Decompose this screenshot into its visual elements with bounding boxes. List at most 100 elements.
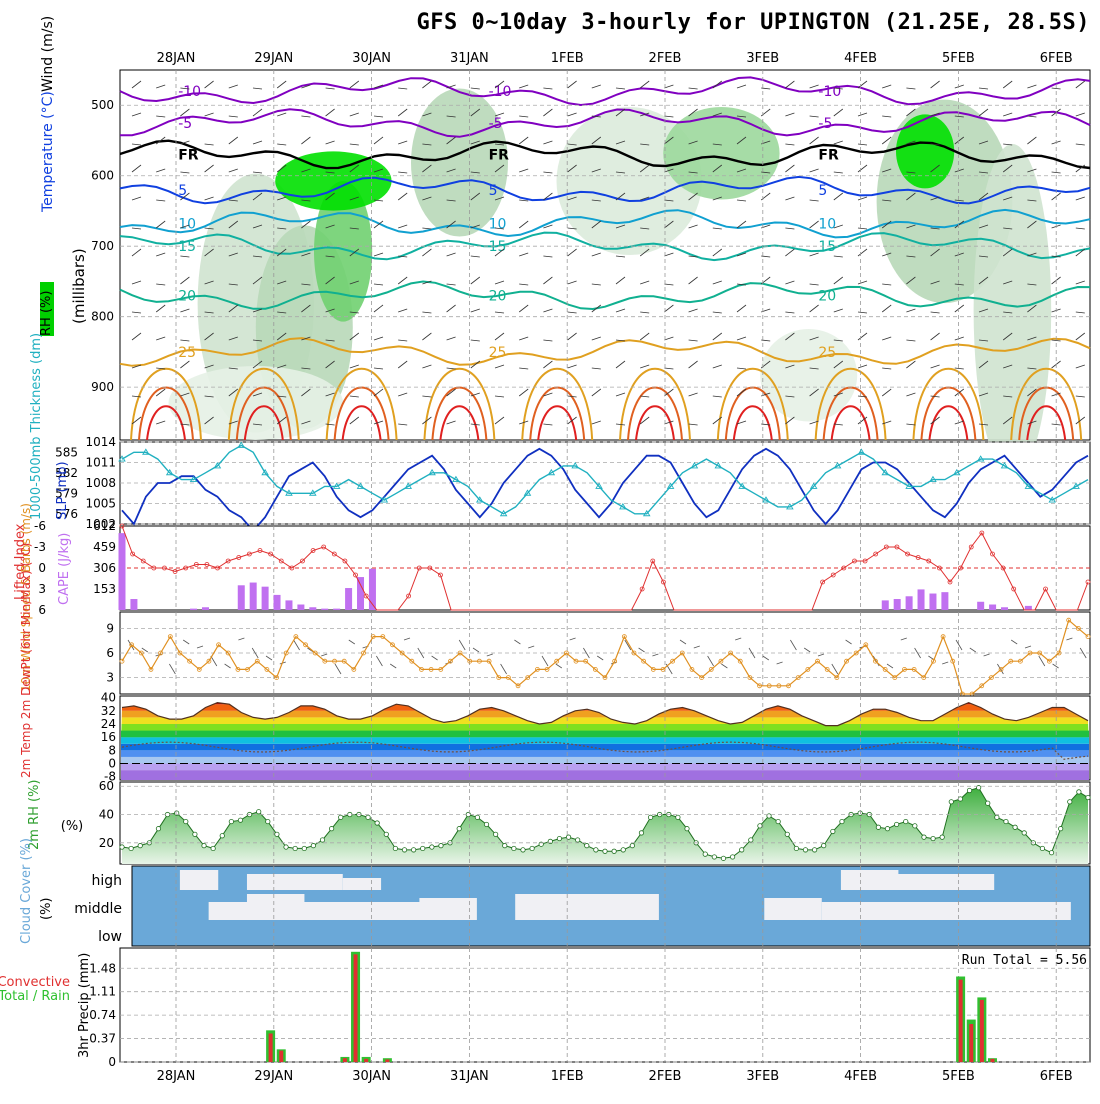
- rh-point: [1039, 845, 1046, 852]
- wind-barb: [978, 423, 989, 426]
- wind-barb: [470, 224, 480, 229]
- rh-point: [629, 843, 635, 849]
- isotherm-line: [1026, 405, 1067, 441]
- dewpoint-line: [121, 741, 1089, 760]
- rh-point: [1012, 824, 1018, 830]
- wind-barb: [1027, 84, 1037, 89]
- lifted-index-point: [852, 558, 857, 564]
- rh-point: [684, 826, 690, 832]
- rh-point: [438, 843, 444, 849]
- isotherm-line: [537, 405, 578, 441]
- wind-barb: [954, 115, 964, 118]
- wind-barb: [349, 227, 359, 230]
- wind-barb: [688, 255, 698, 258]
- lifted-index-point: [278, 558, 284, 564]
- wind-barb: [349, 80, 360, 89]
- wind-barb: [470, 308, 480, 313]
- wind-barb: [809, 220, 819, 229]
- percent-label: (%): [39, 898, 54, 921]
- wind-barb: [252, 171, 263, 174]
- wind-barb: [640, 395, 650, 398]
- isotherm-label: 5: [818, 183, 827, 199]
- wind-barb: [325, 308, 335, 313]
- wind-barb: [664, 115, 674, 118]
- thickness-point: [571, 462, 579, 469]
- tick-label: 3: [38, 582, 46, 596]
- lifted-index-point: [257, 548, 263, 553]
- rh-point: [283, 844, 289, 850]
- wind-barb: [543, 423, 553, 426]
- wind-barb: [809, 420, 819, 425]
- wind-barb: [470, 255, 480, 258]
- wind-barb: [712, 280, 722, 285]
- wind-barb: [518, 304, 529, 313]
- wind-barb: [417, 647, 425, 659]
- wind-barb: [930, 143, 940, 146]
- wind-barb: [446, 336, 456, 341]
- isotherm-label: FR: [489, 148, 510, 164]
- wind-barb: [252, 140, 263, 145]
- wind-barb: [664, 367, 674, 370]
- wind-barb: [664, 168, 674, 173]
- wind-barb: [224, 663, 231, 669]
- wind-barb: [373, 304, 384, 313]
- wind-barb: [543, 224, 553, 229]
- tick-label: 579: [55, 486, 78, 500]
- wind-barb: [803, 647, 811, 653]
- wind-barb: [639, 80, 650, 89]
- wind-barb: [325, 255, 335, 258]
- lifted-index-point: [363, 593, 369, 599]
- wind-barb: [809, 136, 819, 145]
- lifted-index-point: [321, 544, 327, 550]
- cloud-level-label: high: [91, 873, 122, 889]
- cloud-level-label: low: [98, 929, 122, 945]
- wind-barb: [712, 416, 723, 425]
- wind-barb: [639, 332, 650, 341]
- precip-legend-total: Total / Rain: [0, 989, 70, 1004]
- lifted-index-point: [204, 562, 210, 567]
- wind-barb: [833, 255, 843, 258]
- wind-barb: [446, 199, 456, 202]
- rh-point: [894, 821, 900, 828]
- wind-speed-point: [274, 675, 279, 680]
- temp2m-label: 2m Temp 2m DewPt (6hr Min/Max) (°C): [19, 543, 33, 778]
- wind-barb: [652, 653, 659, 657]
- date-label-top: 6FEB: [1040, 51, 1073, 66]
- wind-barb: [543, 308, 553, 313]
- wind-barb: [978, 224, 989, 229]
- wind-barb: [252, 392, 263, 397]
- rh-point: [228, 818, 234, 825]
- wind-speed-point: [737, 658, 743, 664]
- isotherm-label: FR: [178, 148, 199, 164]
- rh-point: [310, 843, 316, 849]
- wind-barb: [252, 192, 263, 201]
- wind-barb: [301, 304, 311, 313]
- wind-speed-point: [621, 634, 627, 639]
- wind-barb: [567, 311, 577, 314]
- lifted-index-point: [438, 572, 443, 578]
- thickness-point: [165, 468, 174, 476]
- thickness-point: [833, 462, 842, 469]
- lifted-index-point: [660, 579, 666, 585]
- wind-barb: [978, 308, 989, 313]
- tick-label: 1.48: [89, 961, 116, 975]
- isotherm-line: [119, 208, 1091, 239]
- lifted-index-point: [246, 551, 252, 557]
- wind-barb: [1038, 655, 1046, 667]
- date-label-bottom: 28JAN: [157, 1069, 196, 1084]
- wind-barb: [446, 283, 456, 286]
- rh-point: [647, 814, 654, 820]
- wind-barb: [277, 143, 287, 146]
- wind-barb: [857, 280, 868, 285]
- wind-barb: [591, 168, 601, 173]
- rh-fill-region: [663, 107, 780, 200]
- wind-barb: [735, 637, 742, 641]
- wind-barb: [349, 164, 360, 173]
- lifted-index-point: [130, 551, 136, 557]
- thickness-point: [499, 509, 508, 517]
- wind-barb: [373, 420, 384, 425]
- wind-barb: [712, 112, 722, 117]
- lifted-index-point: [427, 565, 433, 571]
- wind-barb: [398, 392, 408, 397]
- wind-barb: [398, 87, 408, 90]
